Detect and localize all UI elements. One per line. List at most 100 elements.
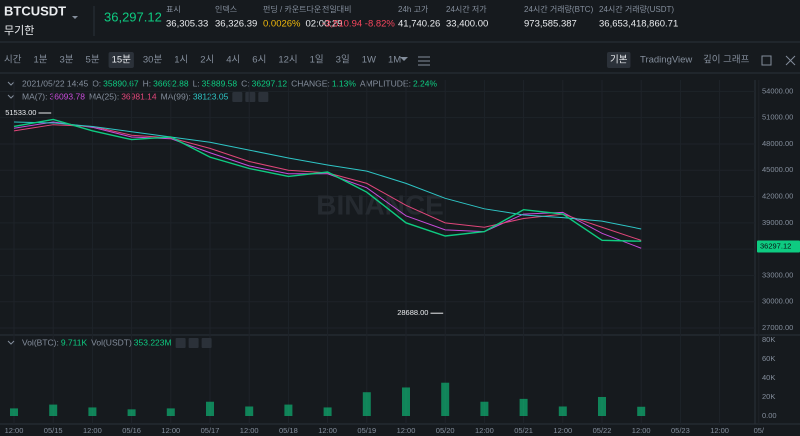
stat-label: 인덱스 xyxy=(215,4,237,14)
x-tick-label: 05/19 xyxy=(357,426,376,435)
ma-value: 36981.14 xyxy=(121,91,157,101)
vol-value: 9.711K xyxy=(61,337,88,347)
stat-value: 0.0026% xyxy=(263,19,301,30)
stat-value: 33,400.00 xyxy=(446,19,488,30)
y-tick-label: 51000.00 xyxy=(762,113,793,122)
x-tick-label: 05/17 xyxy=(201,426,220,435)
ma-line xyxy=(13,124,642,241)
x-tick-label: 12:00 xyxy=(710,426,729,435)
info-date: 2021/05/22 14:45 xyxy=(22,78,88,88)
x-tick-label: 12:00 xyxy=(318,426,337,435)
stat-label: 24h 고가 xyxy=(398,5,429,14)
stat-label: 표시 xyxy=(166,5,181,14)
x-tick-label: 12:00 xyxy=(553,426,572,435)
info-label: C: xyxy=(241,78,250,88)
stat-label: 24시간 거래량(USDT) xyxy=(599,4,674,14)
interval-button[interactable]: 1일 xyxy=(310,55,324,66)
y-tick-label: 45000.00 xyxy=(762,165,793,174)
ma-line xyxy=(13,121,642,230)
view-selected xyxy=(607,52,631,68)
vol-label: Vol(USDT) xyxy=(91,337,132,347)
volume-bar xyxy=(284,404,293,416)
y-tick-label: 39000.00 xyxy=(762,218,793,227)
vol-value: 353.223M xyxy=(134,337,172,347)
collapse-icon[interactable] xyxy=(7,94,15,99)
watermark: BINANCE xyxy=(316,189,444,220)
price-tag xyxy=(757,240,800,253)
stat-value: 41,740.26 xyxy=(398,19,440,30)
interval-button[interactable]: 4시 xyxy=(226,55,240,66)
info-value: 2.24% xyxy=(413,78,438,88)
x-tick-label: 12:00 xyxy=(632,426,651,435)
stat-value: 973,585.387 xyxy=(524,19,577,30)
x-tick-label: 12:00 xyxy=(397,426,416,435)
interval-button[interactable]: 30분 xyxy=(143,55,163,66)
stat-label: 펀딩 / 카운트다운 xyxy=(263,4,321,14)
interval-button[interactable]: 15분 xyxy=(112,55,132,66)
info-value: 1.13% xyxy=(332,78,357,88)
view-button[interactable]: TradingView xyxy=(640,55,692,66)
y-tick-label: 27000.00 xyxy=(762,323,793,332)
volume-bar xyxy=(558,406,567,416)
y-tick-label: 0.00 xyxy=(762,411,777,420)
stat-label: 24시간 저가 xyxy=(446,4,487,14)
info-label: H: xyxy=(143,78,152,88)
volume-bar xyxy=(127,409,136,416)
interval-button[interactable]: 12시 xyxy=(278,55,297,66)
interval-button[interactable]: 1W xyxy=(362,55,376,66)
interval-button[interactable]: 3분 xyxy=(60,55,74,66)
y-tick-label: 54000.00 xyxy=(762,86,793,95)
info-label: O: xyxy=(92,78,101,88)
interval-button[interactable]: 2시 xyxy=(200,55,214,66)
ma-line xyxy=(13,121,642,249)
symbol[interactable]: BTCUSDT xyxy=(4,3,66,18)
volume-bar xyxy=(166,408,175,416)
interval-button[interactable]: 1분 xyxy=(33,55,47,66)
ma-label: MA(25): xyxy=(89,91,119,101)
interval-button[interactable]: 1시 xyxy=(174,55,188,66)
x-tick-label: 05/21 xyxy=(514,426,533,435)
fullscreen-icon[interactable] xyxy=(761,55,772,66)
settings-icon[interactable] xyxy=(418,56,430,66)
info-value: 35890.67 xyxy=(103,78,139,88)
y-tick-label: 30000.00 xyxy=(762,297,793,306)
contract-type: 무기한 xyxy=(4,24,34,37)
legend-icon[interactable] xyxy=(232,92,243,102)
legend-icon[interactable] xyxy=(245,92,256,102)
vol-label: Vol(BTC): xyxy=(22,337,59,347)
x-tick-label: 05/20 xyxy=(436,426,455,435)
interval-button[interactable]: 1M xyxy=(388,55,401,66)
volume-bar xyxy=(362,392,371,416)
x-tick-label: 12:00 xyxy=(475,426,494,435)
collapse-icon[interactable] xyxy=(7,340,15,345)
legend-icon[interactable] xyxy=(201,338,212,348)
volume-bar xyxy=(88,407,97,416)
info-value: 35889.58 xyxy=(202,78,238,88)
volume-bar xyxy=(519,398,528,416)
x-tick-label: 12:00 xyxy=(240,426,259,435)
price-tag-label: 36297.12 xyxy=(760,242,791,251)
interval-button[interactable]: 6시 xyxy=(252,55,266,66)
view-button[interactable]: 기본 xyxy=(610,55,628,66)
legend-icon[interactable] xyxy=(175,338,186,348)
close-icon[interactable] xyxy=(785,55,796,66)
collapse-icon[interactable] xyxy=(7,81,15,86)
volume-bar xyxy=(402,387,410,416)
ma-value: 36093.78 xyxy=(50,91,86,101)
legend-icon[interactable] xyxy=(188,338,199,348)
interval-button[interactable]: 5분 xyxy=(86,55,100,66)
x-tick-label: 05/23 xyxy=(671,426,690,435)
interval-button[interactable]: 3일 xyxy=(336,55,350,66)
info-label: CHANGE: xyxy=(291,78,330,88)
x-tick-label: 05/16 xyxy=(122,426,141,435)
interval-dropdown[interactable] xyxy=(400,57,408,61)
view-button[interactable]: 깊이 그래프 xyxy=(703,54,750,66)
x-tick-label: 05/18 xyxy=(279,426,298,435)
stat-value: 36,653,418,860.71 xyxy=(599,19,678,30)
legend-icon[interactable] xyxy=(258,92,269,102)
x-tick-label: 05/ xyxy=(754,426,765,435)
symbol-dropdown[interactable] xyxy=(72,16,78,19)
stat-value: 36,326.39 xyxy=(215,19,257,30)
y-tick-label: 42000.00 xyxy=(762,192,793,201)
